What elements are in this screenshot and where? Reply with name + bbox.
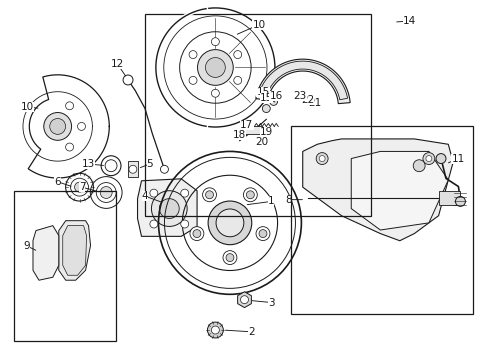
Polygon shape — [137, 179, 197, 237]
Bar — [290, 126, 471, 314]
Circle shape — [211, 89, 219, 97]
Circle shape — [454, 197, 465, 206]
Polygon shape — [62, 226, 86, 275]
Circle shape — [259, 230, 266, 238]
Circle shape — [246, 191, 254, 199]
Circle shape — [160, 165, 168, 173]
Text: 19: 19 — [259, 127, 272, 137]
Text: 17: 17 — [240, 120, 253, 130]
Circle shape — [100, 186, 112, 198]
Text: 9: 9 — [24, 241, 30, 251]
Text: 7: 7 — [79, 182, 85, 192]
Circle shape — [181, 220, 188, 228]
Polygon shape — [242, 126, 262, 134]
Circle shape — [435, 154, 445, 163]
Circle shape — [159, 199, 179, 219]
Circle shape — [233, 51, 241, 59]
Polygon shape — [128, 161, 138, 177]
Circle shape — [240, 296, 248, 303]
Text: 12: 12 — [110, 59, 124, 69]
Circle shape — [412, 160, 424, 172]
Polygon shape — [258, 61, 347, 100]
Circle shape — [189, 227, 203, 240]
Circle shape — [211, 326, 219, 334]
Circle shape — [181, 189, 188, 197]
Circle shape — [205, 191, 213, 199]
Text: 15: 15 — [259, 93, 272, 103]
Circle shape — [207, 322, 223, 338]
Text: 10: 10 — [20, 102, 34, 112]
Circle shape — [129, 165, 137, 173]
Text: 16: 16 — [269, 91, 282, 101]
Text: 2: 2 — [248, 327, 255, 337]
Text: 22: 22 — [300, 95, 314, 105]
Circle shape — [150, 189, 158, 197]
Text: 5: 5 — [146, 159, 153, 169]
Circle shape — [150, 220, 158, 228]
Circle shape — [193, 230, 201, 238]
Text: 10: 10 — [252, 19, 265, 30]
Text: 21: 21 — [307, 98, 321, 108]
Circle shape — [319, 156, 325, 162]
Circle shape — [216, 209, 244, 237]
Text: 4: 4 — [142, 191, 148, 201]
Circle shape — [189, 51, 197, 59]
Bar — [14, 191, 116, 341]
Text: 20: 20 — [254, 138, 267, 148]
Circle shape — [211, 38, 219, 46]
Text: 23: 23 — [293, 91, 306, 101]
Text: 3: 3 — [267, 297, 274, 307]
Text: 15: 15 — [256, 87, 269, 98]
Circle shape — [422, 153, 434, 165]
Bar — [145, 14, 370, 216]
Polygon shape — [59, 221, 90, 280]
Text: 1: 1 — [267, 197, 274, 206]
Circle shape — [151, 191, 187, 226]
Circle shape — [316, 153, 327, 165]
Circle shape — [256, 227, 269, 240]
Circle shape — [233, 76, 241, 84]
Text: 18: 18 — [233, 130, 246, 140]
Circle shape — [189, 76, 197, 84]
Circle shape — [208, 201, 251, 245]
Circle shape — [50, 118, 65, 134]
Circle shape — [78, 122, 85, 130]
Circle shape — [197, 50, 233, 85]
Circle shape — [243, 188, 257, 202]
Polygon shape — [302, 139, 452, 241]
Text: 13: 13 — [81, 159, 95, 169]
Circle shape — [65, 102, 73, 110]
Circle shape — [74, 182, 84, 192]
Circle shape — [44, 113, 71, 140]
Circle shape — [202, 188, 216, 202]
Polygon shape — [255, 59, 349, 104]
Circle shape — [205, 58, 225, 77]
Text: 14: 14 — [402, 16, 415, 26]
Text: 11: 11 — [450, 154, 464, 163]
Circle shape — [65, 143, 73, 151]
Circle shape — [425, 156, 431, 162]
Circle shape — [225, 254, 233, 262]
Circle shape — [123, 75, 133, 85]
Polygon shape — [350, 152, 447, 230]
Circle shape — [262, 105, 270, 113]
Text: 8: 8 — [285, 195, 291, 204]
Polygon shape — [33, 226, 59, 280]
Text: 6: 6 — [54, 177, 61, 187]
Circle shape — [269, 98, 277, 105]
Circle shape — [223, 251, 236, 265]
Polygon shape — [438, 191, 460, 205]
